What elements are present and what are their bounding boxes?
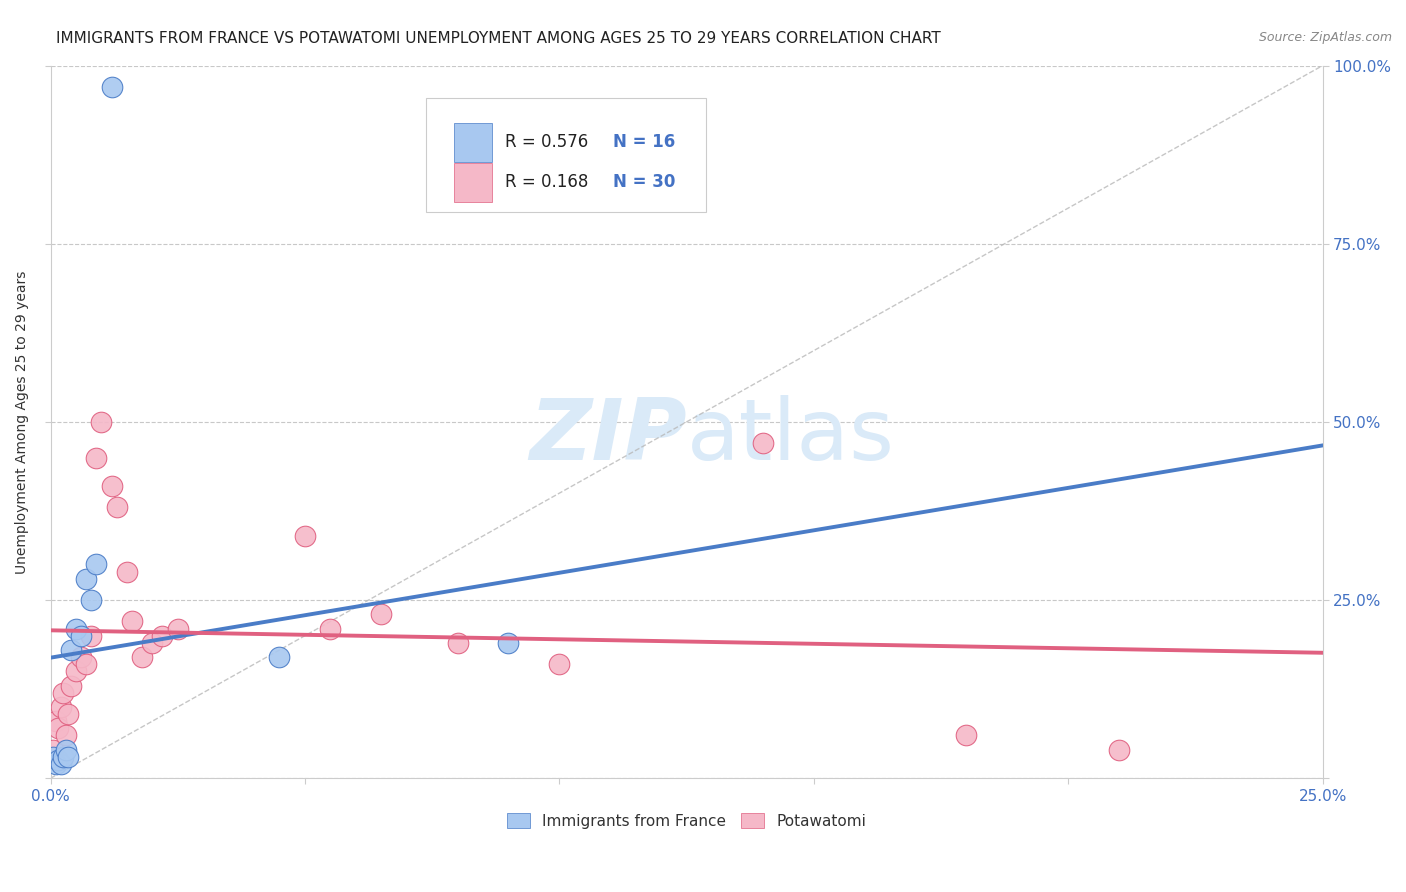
Point [70, 650, 93, 665]
Point [115, 565, 138, 579]
Point [80, 629, 103, 643]
Point [548, 657, 571, 672]
Point [1108, 742, 1130, 756]
Point [80, 593, 103, 607]
Point [52, 686, 75, 700]
Point [45, 756, 67, 771]
Point [65, 665, 87, 679]
Point [152, 629, 174, 643]
Point [319, 622, 342, 636]
FancyBboxPatch shape [426, 97, 706, 211]
Bar [454, 122, 492, 161]
Point [42, 749, 65, 764]
Point [59, 643, 82, 657]
Point [49, 700, 72, 714]
Text: R = 0.168: R = 0.168 [505, 173, 588, 191]
Point [752, 436, 775, 450]
Point [166, 622, 188, 636]
Point [498, 636, 520, 650]
Point [55, 729, 77, 743]
Point [370, 607, 392, 622]
Point [65, 622, 87, 636]
Point [75, 572, 97, 586]
Point [100, 80, 122, 95]
Y-axis label: Unemployment Among Ages 25 to 29 years: Unemployment Among Ages 25 to 29 years [15, 270, 30, 574]
Legend: Immigrants from France, Potawatomi: Immigrants from France, Potawatomi [501, 806, 872, 835]
Point [70, 629, 93, 643]
Point [105, 500, 128, 515]
Point [86, 450, 108, 465]
Point [55, 742, 77, 756]
Point [52, 749, 75, 764]
Point [59, 679, 82, 693]
Point [100, 479, 122, 493]
Bar [454, 162, 492, 202]
Point [131, 650, 153, 665]
Point [46, 722, 69, 736]
Point [955, 729, 977, 743]
Point [58, 749, 80, 764]
Point [294, 529, 316, 543]
Point [75, 657, 97, 672]
Text: Source: ZipAtlas.com: Source: ZipAtlas.com [1258, 31, 1392, 45]
Point [86, 558, 108, 572]
Point [49, 756, 72, 771]
Text: R = 0.576: R = 0.576 [505, 133, 588, 152]
Point [90, 415, 112, 429]
Text: ZIP: ZIP [529, 394, 686, 477]
Point [46, 753, 69, 767]
Text: IMMIGRANTS FROM FRANCE VS POTAWATOMI UNEMPLOYMENT AMONG AGES 25 TO 29 YEARS CORR: IMMIGRANTS FROM FRANCE VS POTAWATOMI UNE… [56, 31, 941, 46]
Point [446, 636, 468, 650]
Point [141, 636, 163, 650]
Text: N = 30: N = 30 [613, 173, 675, 191]
Point [42, 742, 65, 756]
Point [269, 650, 291, 665]
Text: N = 16: N = 16 [613, 133, 675, 152]
Point [58, 707, 80, 722]
Point [45, 714, 67, 729]
Point [121, 615, 143, 629]
Text: atlas: atlas [686, 394, 894, 477]
